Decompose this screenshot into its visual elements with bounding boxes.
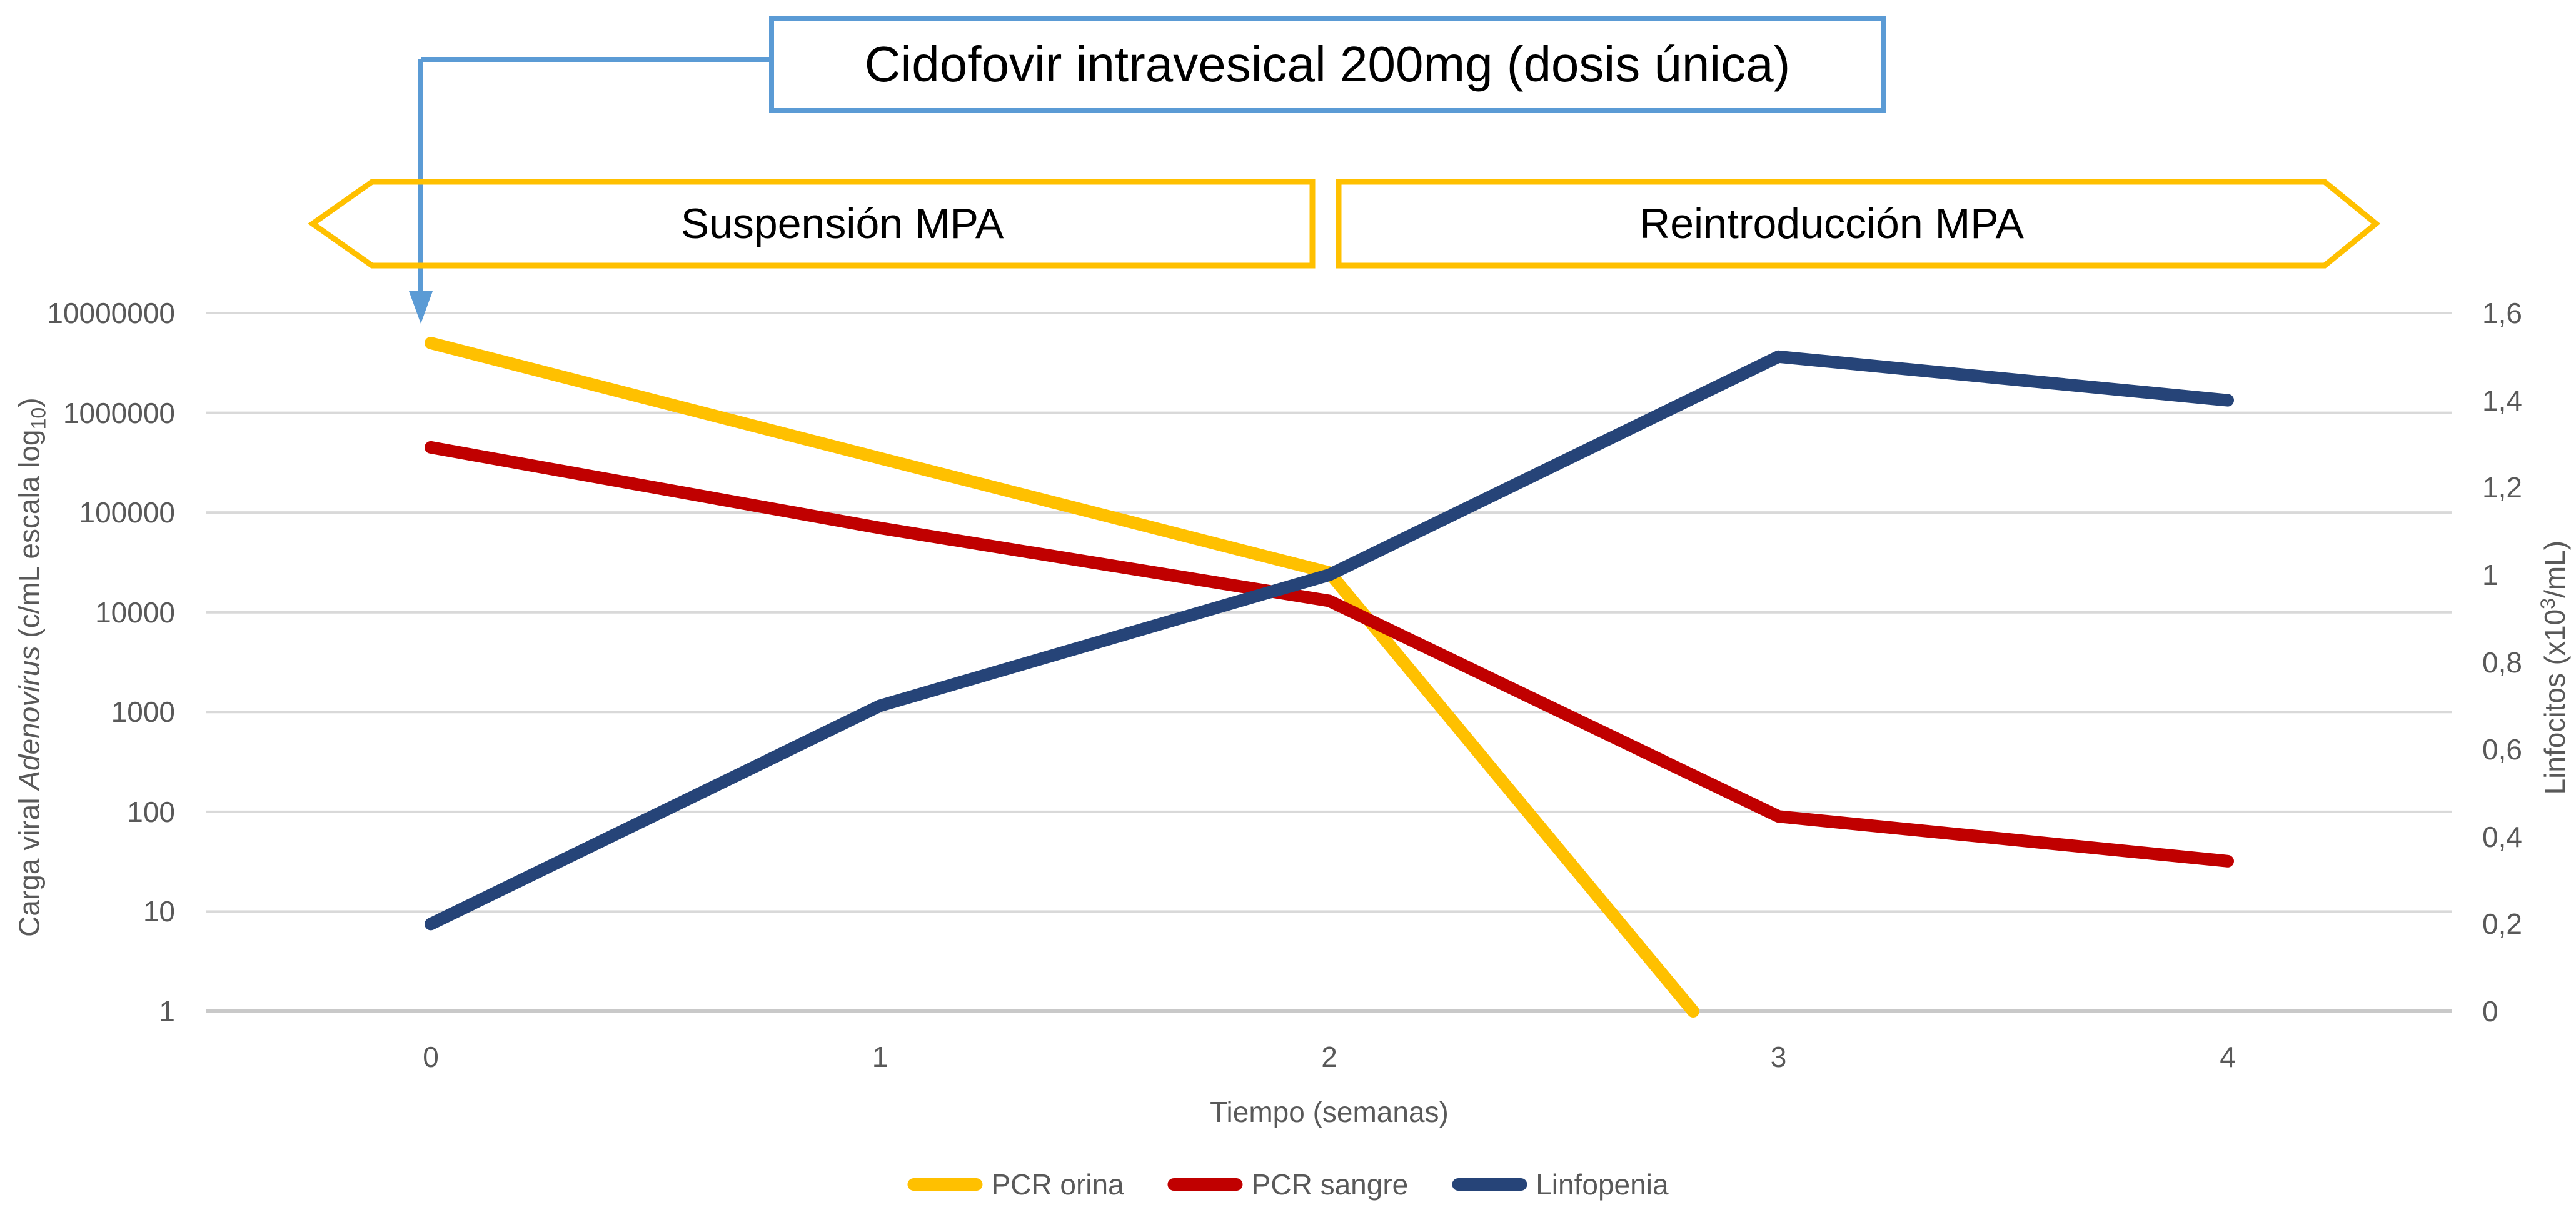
x-axis-title: Tiempo (semanas): [1210, 1096, 1449, 1128]
series-line-pcr-orina: [425, 337, 1699, 1018]
phase-banners: [308, 179, 2381, 269]
y-right-axis-title: Linfocitos (x103/mL): [2536, 540, 2572, 795]
tick-label: 2: [1321, 1041, 1337, 1073]
tick-label: 1000: [111, 696, 175, 729]
annotation-title-box: Cidofovir intravesical 200mg (dosis únic…: [769, 16, 1886, 113]
tick-label: 1: [872, 1041, 888, 1073]
annotation-title-text: Cidofovir intravesical 200mg (dosis únic…: [864, 36, 1791, 92]
tick-label: 0: [423, 1041, 439, 1073]
legend-swatch-orina-icon: [907, 1178, 983, 1191]
tick-label: 0,4: [2482, 820, 2522, 853]
gridlines: [206, 312, 2452, 1012]
tick-label: 0,6: [2482, 733, 2522, 766]
adenovirus-italic: Adenovirus: [13, 646, 46, 790]
tick-label: 1,2: [2482, 471, 2522, 504]
tick-label: 0,8: [2482, 646, 2522, 679]
legend-item-linfopenia: Linfopenia: [1452, 1168, 1669, 1201]
legend: PCR orina PCR sangre Linfopenia: [907, 1168, 1669, 1201]
tick-label: 0: [2482, 995, 2498, 1028]
banner-suspension-shape: [308, 179, 1316, 269]
legend-swatch-linfopenia-icon: [1452, 1178, 1527, 1191]
legend-label: PCR sangre: [1251, 1168, 1409, 1201]
legend-label: Linfopenia: [1536, 1168, 1669, 1201]
tick-label: 1,6: [2482, 297, 2522, 329]
tick-label: 1,4: [2482, 384, 2522, 417]
tick-label: 10000: [95, 596, 175, 629]
legend-item-pcr-sangre: PCR sangre: [1167, 1168, 1409, 1201]
banner-reintroduccion-shape: [1336, 179, 2381, 269]
tick-label: 10000000: [47, 297, 175, 329]
legend-label: PCR orina: [991, 1168, 1124, 1201]
callout-arrow: [409, 57, 769, 324]
tick-label: 100000: [79, 496, 176, 529]
tick-label: 4: [2220, 1041, 2236, 1073]
arrowhead-down-icon: [409, 291, 433, 324]
tick-label: 100: [127, 795, 175, 828]
y-left-axis-title: Carga viral Adenovirus (c/mL escala log1…: [13, 398, 50, 937]
tick-label: 1000000: [63, 396, 175, 429]
tick-label: 3: [1770, 1041, 1787, 1073]
legend-swatch-sangre-icon: [1167, 1178, 1243, 1191]
tick-label: 10: [143, 895, 175, 928]
data-series: [425, 337, 2234, 1018]
tick-label: 1: [2482, 558, 2498, 591]
series-line-linfopenia: [425, 350, 2234, 931]
banner-reintroduccion-label: Reintroducción MPA: [1639, 200, 2024, 248]
series-line-pcr-sangre: [425, 441, 2234, 868]
tick-label: 1: [159, 995, 175, 1028]
legend-item-pcr-orina: PCR orina: [907, 1168, 1124, 1201]
banner-suspension-label: Suspensión MPA: [680, 200, 1004, 248]
tick-label: 0,2: [2482, 908, 2522, 941]
